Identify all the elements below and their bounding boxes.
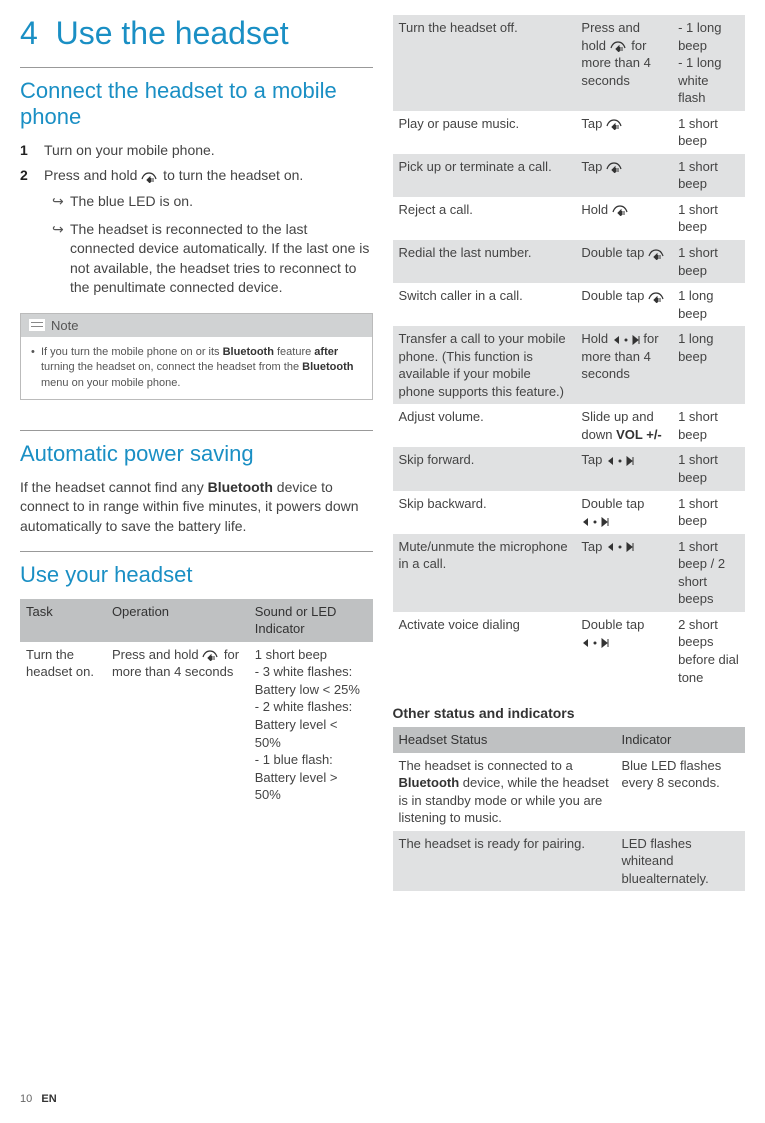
table-cell: Hold — [575, 197, 672, 240]
table-cell: Skip backward. — [393, 491, 576, 534]
table-header: Operation — [106, 599, 249, 642]
table-cell: The headset is connected to a Bluetooth … — [393, 753, 616, 831]
table-cell: 1 short beep — [672, 404, 745, 447]
table-cell: Transfer a call to your mobile phone. (T… — [393, 326, 576, 404]
table-cell: 1 short beep — [672, 111, 745, 154]
table-cell: Tap — [575, 447, 672, 490]
table-cell: Redial the last number. — [393, 240, 576, 283]
call-play-icon — [610, 40, 628, 52]
table-cell: 1 short beep — [672, 447, 745, 490]
section-heading: Connect the headset to a mobile phone — [20, 78, 373, 131]
table-cell: Hold for more than 4 seconds — [575, 326, 672, 404]
operations-table-cont: Turn the headset off.Press and hold for … — [393, 15, 746, 690]
note-box: Note If you turn the mobile phone on or … — [20, 313, 373, 400]
table-header: Indicator — [615, 727, 745, 753]
substep-text: The blue LED is on. — [52, 192, 373, 212]
table-cell: LED flashes whiteand bluealternately. — [615, 831, 745, 892]
table-cell: Mute/unmute the microphone in a call. — [393, 534, 576, 612]
table-cell: 1 long beep — [672, 283, 745, 326]
table-cell: Activate voice dialing — [393, 612, 576, 690]
step-number: 1 — [20, 141, 32, 161]
table-cell: 1 short beep — [672, 491, 745, 534]
skip-icon — [612, 335, 640, 345]
table-cell: - 1 long beep - 1 long white flash — [672, 15, 745, 111]
table-cell: Reject a call. — [393, 197, 576, 240]
table-cell: Double tap — [575, 491, 672, 534]
skip-icon — [606, 542, 634, 552]
step-list: 1 Turn on your mobile phone. 2 Press and h… — [20, 141, 373, 298]
divider — [20, 551, 373, 552]
skip-icon — [581, 638, 609, 648]
call-play-icon — [648, 248, 666, 260]
table-cell: Double tap — [575, 283, 672, 326]
substep-text: The headset is reconnected to the last c… — [52, 220, 373, 298]
call-play-icon — [606, 161, 624, 173]
table-header: Sound or LED Indicator — [249, 599, 373, 642]
step-number: 2 — [20, 166, 32, 186]
table-cell: Tap — [575, 534, 672, 612]
divider — [20, 67, 373, 68]
call-play-icon — [141, 171, 159, 183]
table-cell: Press and hold for more than 4 seconds — [575, 15, 672, 111]
section-heading: Use your headset — [20, 562, 373, 588]
table-cell: 1 short beep / 2 short beeps — [672, 534, 745, 612]
call-play-icon — [202, 649, 220, 661]
table-cell: Tap — [575, 111, 672, 154]
table-cell: Switch caller in a call. — [393, 283, 576, 326]
table-cell: Adjust volume. — [393, 404, 576, 447]
call-play-icon — [648, 291, 666, 303]
note-header: Note — [21, 314, 372, 337]
table-header: Headset Status — [393, 727, 616, 753]
table-cell: Tap — [575, 154, 672, 197]
skip-icon — [581, 517, 609, 527]
table-header: Task — [20, 599, 106, 642]
table-cell: Skip forward. — [393, 447, 576, 490]
step-text: Press and hold to turn the headset on. — [44, 166, 303, 186]
table-cell: Turn the headset on. — [20, 642, 106, 808]
note-icon — [29, 319, 45, 331]
table-cell: 2 short beeps before dial tone — [672, 612, 745, 690]
section-heading: Automatic power saving — [20, 441, 373, 467]
table-cell: Press and hold for more than 4 seconds — [106, 642, 249, 808]
table-cell: The headset is ready for pairing. — [393, 831, 616, 892]
table-cell: 1 short beep - 3 white flashes: Battery … — [249, 642, 373, 808]
call-play-icon — [606, 118, 624, 130]
operations-table: TaskOperationSound or LED Indicator Turn… — [20, 599, 373, 808]
table-cell: Turn the headset off. — [393, 15, 576, 111]
chapter-heading: 4 Use the headset — [20, 15, 373, 52]
table-cell: 1 short beep — [672, 197, 745, 240]
body-text: If the headset cannot find any Bluetooth… — [20, 478, 373, 537]
table-cell: Double tap — [575, 240, 672, 283]
table-cell: Blue LED flashes every 8 seconds. — [615, 753, 745, 831]
table-cell: Slide up and down VOL +/- — [575, 404, 672, 447]
status-table: Headset StatusIndicator The headset is c… — [393, 727, 746, 891]
subheading: Other status and indicators — [393, 705, 746, 721]
page-number: 10 EN — [20, 1093, 57, 1105]
table-cell: Pick up or terminate a call. — [393, 154, 576, 197]
table-cell: 1 short beep — [672, 154, 745, 197]
table-cell: 1 long beep — [672, 326, 745, 404]
note-text: If you turn the mobile phone on or its B… — [31, 345, 362, 391]
skip-icon — [606, 456, 634, 466]
call-play-icon — [612, 204, 630, 216]
table-cell: 1 short beep — [672, 240, 745, 283]
divider — [20, 430, 373, 431]
table-cell: Double tap — [575, 612, 672, 690]
table-cell: Play or pause music. — [393, 111, 576, 154]
step-text: Turn on your mobile phone. — [44, 141, 215, 161]
